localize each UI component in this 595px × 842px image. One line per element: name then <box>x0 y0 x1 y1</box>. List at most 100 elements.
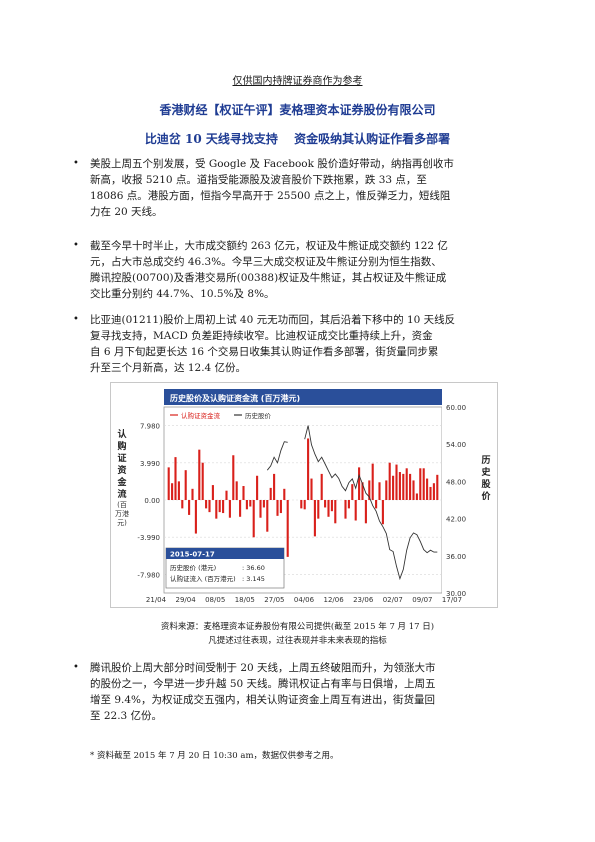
line: 新高，收报 5210 点。道指受能源股及波音股价下跌拖累，跌 33 点，至 <box>90 174 427 186</box>
right-tick-label: 60.00 <box>446 404 466 412</box>
flow-bar <box>239 500 242 517</box>
flow-bar <box>279 500 282 514</box>
source-note: 资料来源：麦格理资本证券股份有限公司提供(截至 2015 年 7 月 17 日) <box>160 622 435 632</box>
flow-bar <box>211 485 214 500</box>
line: 的股份之一，今早进一步升越 50 天线。腾讯权证占有率与日俱增，上周五 <box>90 678 436 690</box>
flow-bar <box>262 500 265 508</box>
bullet-dot: • <box>73 158 79 169</box>
flow-bar <box>232 455 235 500</box>
line: 升至三个月新高，达 12.4 亿份。 <box>90 362 247 374</box>
line: 至 22.3 亿份。 <box>90 710 163 722</box>
line: 增至 9.4%，为权证成交五强内，相关认购证资金上周互有进出，街货量回 <box>90 694 436 706</box>
left-tick-label: 3.990 <box>140 460 160 468</box>
right-tick-label: 42.00 <box>446 516 466 524</box>
flow-bar <box>177 481 180 500</box>
paragraph-byd: • 比亚迪(01211)股价上周初上试 40 元无功而回，其后沿着下移中的 10… <box>73 312 505 376</box>
flow-bar <box>198 449 201 500</box>
flow-bar <box>392 475 395 500</box>
flow-bar <box>432 483 435 500</box>
flow-bar <box>249 500 252 507</box>
price-line <box>266 441 288 471</box>
line: 自 6 月下旬起更长达 16 个交易日收集其认购证作看多部署，街货量同步累 <box>90 346 439 358</box>
flow-bar <box>317 500 320 519</box>
price-line <box>304 425 438 581</box>
left-axis-label: 认购证资金流 <box>117 430 127 500</box>
tooltip-flow-value: : 3.145 <box>242 575 265 583</box>
tooltip-flow-label: 认购证流入 (百万港元) <box>170 574 236 583</box>
line: 18086 点。港股方面，恒指今早高开于 25500 点之上，惟反弹乏力，短线阻 <box>90 190 451 202</box>
flow-bar <box>276 500 279 516</box>
right-tick-label: 30.00 <box>446 590 466 598</box>
right-tick-label: 48.00 <box>446 478 466 486</box>
line: 力在 20 天线。 <box>90 206 163 218</box>
tooltip-date: 2015-07-17 <box>170 551 215 559</box>
flow-bar <box>228 500 231 518</box>
flow-bar <box>405 468 408 500</box>
paragraph-tencent: • 腾讯股价上周大部分时间受制于 20 天线，上周五终破阻而升，为领涨大市 的股… <box>73 660 505 724</box>
distribution-notice: 仅供国内持牌证券商作为参考 <box>232 76 363 87</box>
flow-bar <box>385 480 388 500</box>
x-tick-label: 17/07 <box>442 596 462 604</box>
flow-bar <box>215 500 218 519</box>
left-tick-label: 0.00 <box>144 497 160 505</box>
flow-bar <box>402 473 405 500</box>
flow-bar <box>347 500 350 509</box>
flow-bar <box>208 500 211 513</box>
x-tick-label: 02/07 <box>383 596 403 604</box>
x-tick-label: 21/04 <box>146 596 167 604</box>
flow-bar <box>307 438 310 500</box>
line: 美股上周五个别发展，受 Google 及 Facebook 股价造好带动，纳指再… <box>90 158 454 170</box>
line: 复寻找支持，MACD 负差距持续收窄。比迪权证成交比重持续上升，资金 <box>90 330 433 342</box>
flow-bar <box>269 487 272 500</box>
flow-bar <box>266 500 269 532</box>
flow-bar <box>320 473 323 500</box>
paragraph-turnover: • 截至今早十时半止，大市成交额约 263 亿元，权证及牛熊证成交额约 122 … <box>73 238 505 302</box>
flow-bar <box>419 468 422 500</box>
report-subtitle: 比迪岔 10 天线寻找支持 资金吸纳其认购证作看多部署 <box>144 132 451 146</box>
flow-bar <box>381 500 384 525</box>
flow-bar <box>388 462 391 500</box>
warrant-flow-chart: 历史股价及认购证资金流 (百万港元) 7.980 3.990 0.00 -3.990 -7… <box>110 382 498 608</box>
flow-bar <box>426 478 429 500</box>
line: 腾讯股价上周大部分时间受制于 20 天线，上周五终破阻而升，为领涨大市 <box>90 662 436 674</box>
flow-bar <box>184 470 187 500</box>
chart-title: 历史股价及认购证资金流 (百万港元) <box>170 393 300 403</box>
flow-bar <box>429 486 432 500</box>
flow-bar <box>222 500 225 514</box>
flow-bar <box>310 478 313 500</box>
tooltip-price-value: : 36.60 <box>242 564 265 572</box>
x-tick-label: 12/06 <box>324 596 345 604</box>
flow-bar <box>330 500 333 512</box>
flow-bar <box>259 500 262 518</box>
x-tick-label: 08/05 <box>205 596 225 604</box>
flow-bar <box>245 500 248 510</box>
flow-bar <box>225 490 228 500</box>
left-axis-unit: (百万港元) <box>115 501 129 527</box>
flow-bar <box>327 500 330 517</box>
flow-bar <box>375 500 378 509</box>
flow-bar <box>361 482 364 500</box>
tooltip-price-label: 历史股价 (港元) <box>170 563 216 572</box>
line: 元，占大市总成交约 46.3%。今早三大成交权证及牛熊证分别为恒生指数、 <box>90 256 442 268</box>
flow-bar <box>205 500 208 509</box>
flow-bar <box>252 500 255 538</box>
flow-bar <box>354 500 357 521</box>
x-tick-label: 23/06 <box>353 596 374 604</box>
flow-bar <box>371 463 374 500</box>
flow-bar <box>191 488 194 500</box>
flow-bar <box>412 480 415 500</box>
bullet-dot: • <box>73 314 79 325</box>
tooltip-header <box>166 548 284 559</box>
left-tick-label: -7.980 <box>137 571 160 579</box>
x-tick-label: 09/07 <box>412 596 432 604</box>
flow-bar <box>303 500 306 510</box>
line: 比亚迪(01211)股价上周初上试 40 元无功而回，其后沿着下移中的 10 天… <box>90 314 456 326</box>
flow-bar <box>174 457 177 500</box>
flow-bar <box>395 464 398 500</box>
line: 交比重分别约 44.7%、10.5%及 8%。 <box>90 288 275 300</box>
flow-bar <box>364 500 367 524</box>
right-tick-label: 36.00 <box>446 553 466 561</box>
right-strip <box>442 389 497 601</box>
flow-bar <box>300 500 303 509</box>
flow-bar <box>242 486 245 500</box>
